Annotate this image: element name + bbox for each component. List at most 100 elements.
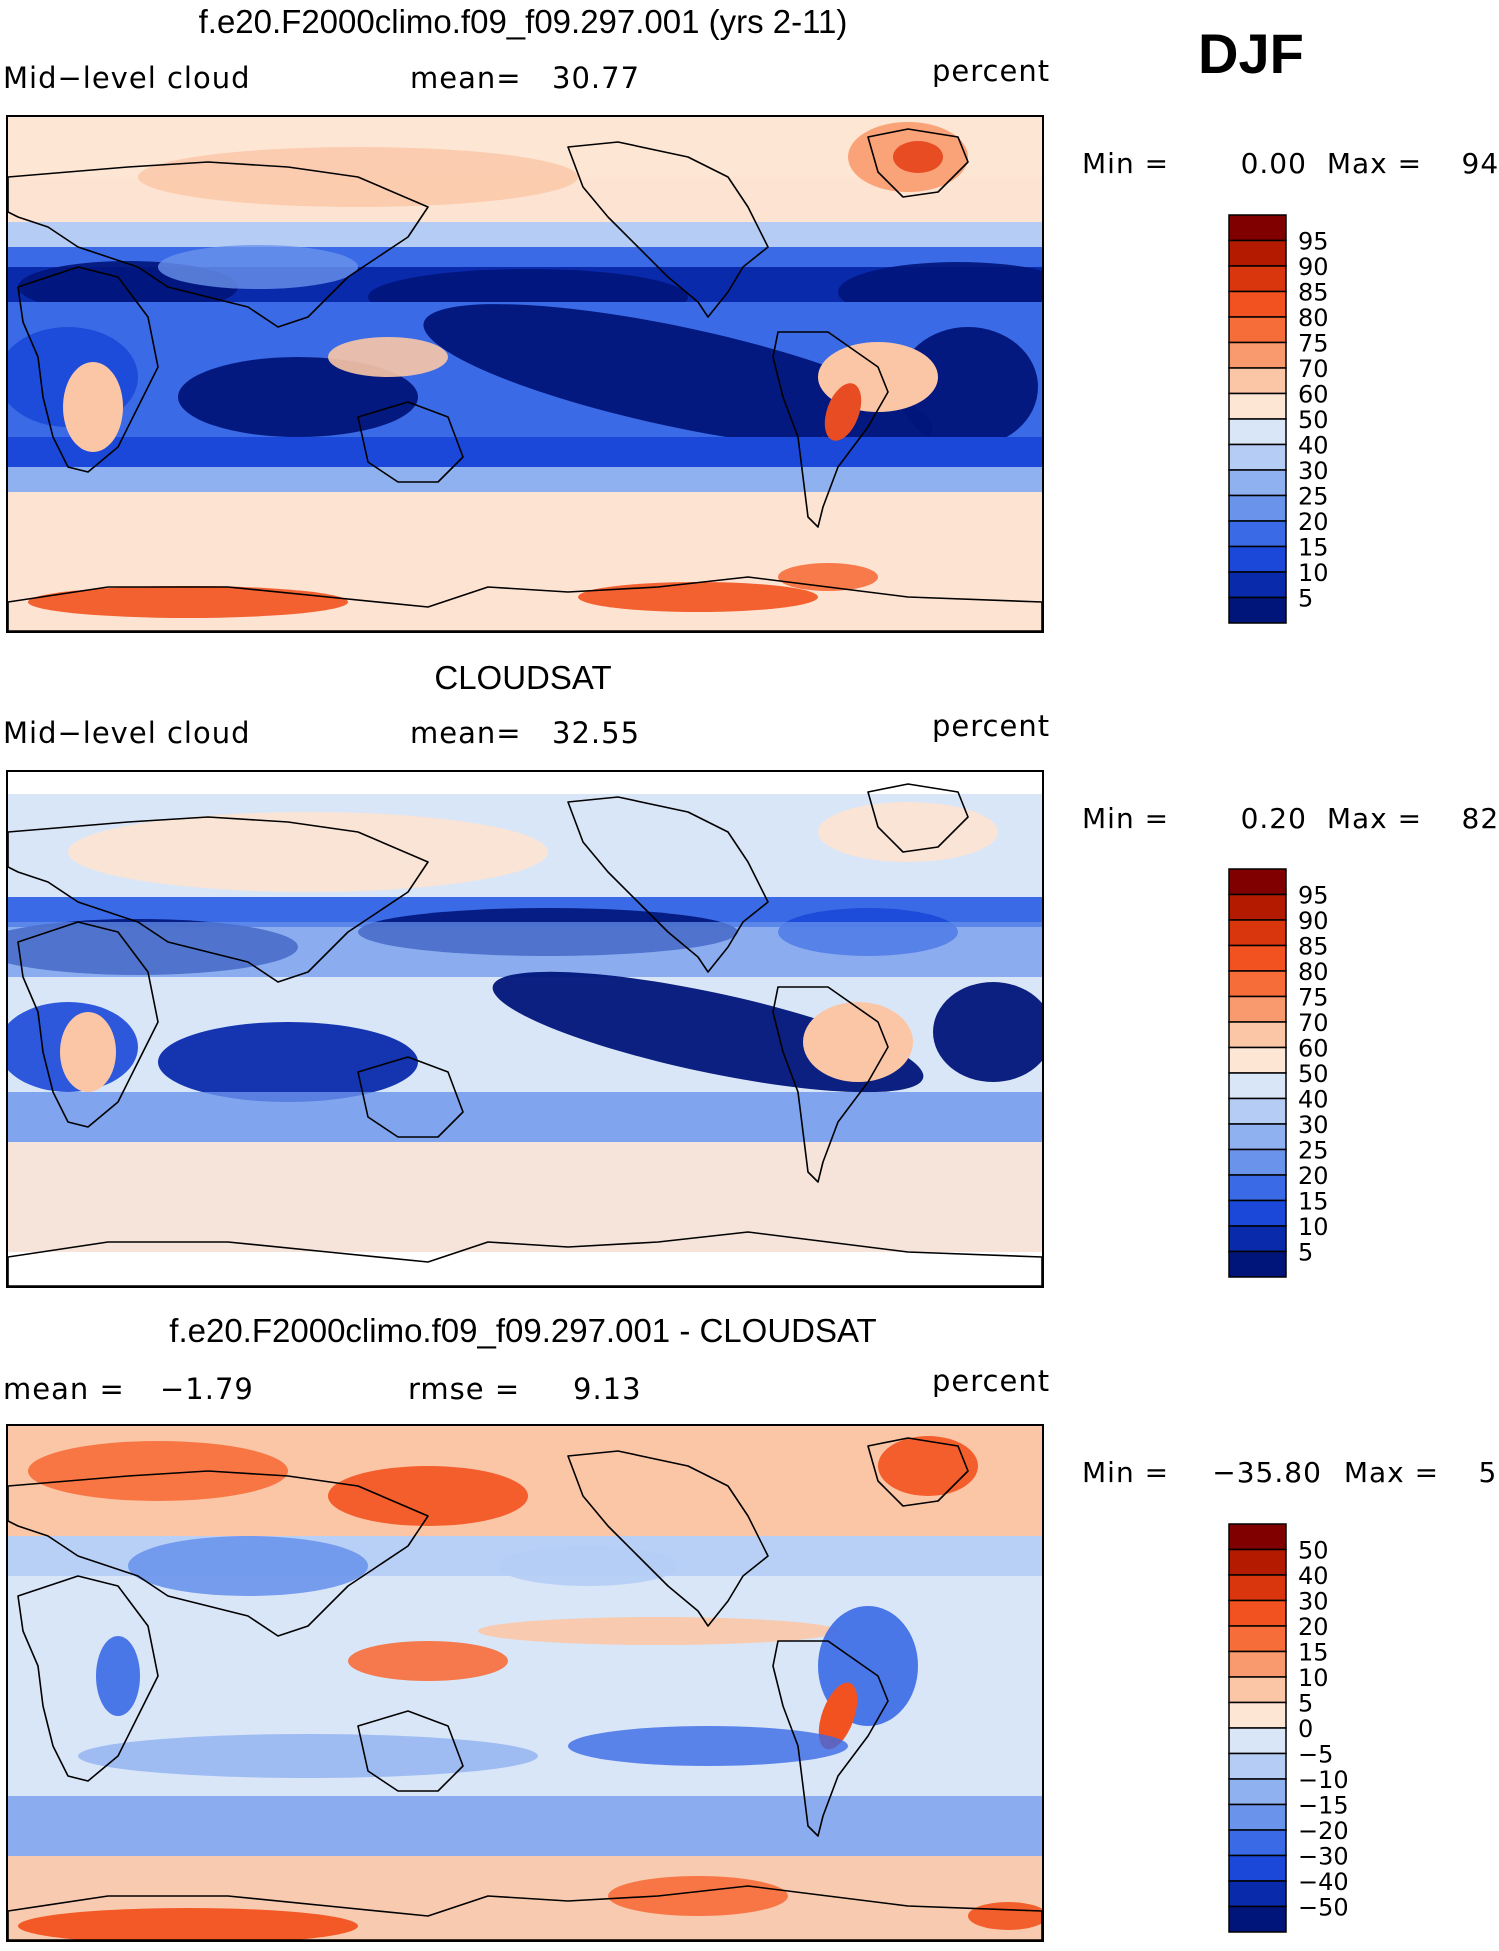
colorbar-level-label: 60 <box>1298 381 1329 409</box>
colorbar-box <box>1228 316 1287 344</box>
colorbar-level-label: 40 <box>1298 1562 1329 1590</box>
colorbar-box <box>1228 290 1287 318</box>
colorbar-box <box>1228 1097 1287 1125</box>
colorbar-level-label: −10 <box>1298 1766 1349 1794</box>
colorbar-level-label: −50 <box>1298 1894 1349 1922</box>
colorbar-box <box>1228 494 1287 522</box>
colorbar-level-label: 20 <box>1298 1162 1329 1190</box>
colorbar-box <box>1228 1225 1287 1253</box>
colorbar-level-label: −40 <box>1298 1868 1349 1896</box>
colorbar-box <box>1228 214 1287 242</box>
colorbar-box <box>1228 995 1287 1023</box>
panel-3-rmse-label: rmse = <box>408 1372 521 1406</box>
panel-1-map <box>6 115 1044 633</box>
colorbar-level-label: 30 <box>1298 457 1329 485</box>
colorbar-box <box>1228 1148 1287 1176</box>
colorbar-level-label: 75 <box>1298 330 1329 358</box>
colorbar-level-label: 40 <box>1298 1086 1329 1114</box>
panel-2-title: CLOUDSAT <box>434 659 612 696</box>
panel-3-map <box>6 1424 1044 1942</box>
colorbar-box <box>1228 893 1287 921</box>
colorbar-box <box>1228 1880 1287 1908</box>
colorbar-box <box>1228 1829 1287 1857</box>
colorbar-level-label: 95 <box>1298 228 1329 256</box>
colorbar-level-label: −15 <box>1298 1792 1349 1820</box>
panel-1-stats: Min = 0.00 Max = 94.45 <box>1082 147 1499 181</box>
colorbar-level-label: 30 <box>1298 1588 1329 1616</box>
colorbar-box <box>1228 1523 1287 1551</box>
panel-2-mean-label: mean= <box>410 716 522 750</box>
colorbar-level-label: 10 <box>1298 1213 1329 1241</box>
colorbar-box <box>1228 1752 1287 1780</box>
colorbar-box <box>1228 1174 1287 1202</box>
colorbar-level-label: 0 <box>1298 1715 1313 1743</box>
colorbar-box <box>1228 1599 1287 1627</box>
panel-2-min-label: Min = <box>1082 802 1170 835</box>
colorbar-level-label: 90 <box>1298 907 1329 935</box>
colorbar-level-label: 25 <box>1298 483 1329 511</box>
panel-3-title: f.e20.F2000climo.f09_f09.297.001 - CLOUD… <box>169 1312 877 1349</box>
colorbar-box <box>1228 1123 1287 1151</box>
panel-1-units: percent <box>932 54 1051 88</box>
colorbar-level-label: 15 <box>1298 534 1329 562</box>
panel-1-min-value: 0.00 <box>1240 147 1307 180</box>
panel-2-stats: Min = 0.20 Max = 82.44 <box>1082 802 1499 836</box>
colorbar-level-label: 15 <box>1298 1188 1329 1216</box>
panel-1-colorbar: 95 90 85 80 75 70 60 50 40 30 25 20 15 10 5 <box>1228 214 1359 625</box>
colorbar-box <box>1228 1199 1287 1227</box>
colorbar-box <box>1228 545 1287 573</box>
panel-2-min-value: 0.20 <box>1240 802 1307 835</box>
panel-1-min-label: Min = <box>1082 147 1170 180</box>
colorbar-level-label: 80 <box>1298 958 1329 986</box>
colorbar-box <box>1228 341 1287 369</box>
colorbar-level-label: 80 <box>1298 304 1329 332</box>
colorbar-box <box>1228 596 1287 624</box>
panel-1-mean-label: mean= <box>410 61 522 95</box>
colorbar-box <box>1228 443 1287 471</box>
panel-2-max-value: 82.44 <box>1461 802 1499 835</box>
panel-1-variable-label: Mid−level cloud <box>3 61 251 95</box>
colorbar-level-label: 20 <box>1298 1613 1329 1641</box>
colorbar-level-label: 30 <box>1298 1111 1329 1139</box>
colorbar-level-label: 40 <box>1298 432 1329 460</box>
colorbar-box <box>1228 1021 1287 1049</box>
panel-2-map <box>6 770 1044 1288</box>
colorbar-level-label: 10 <box>1298 1664 1329 1692</box>
colorbar-box <box>1228 469 1287 497</box>
colorbar-box <box>1228 1250 1287 1278</box>
colorbar-level-label: 90 <box>1298 253 1329 281</box>
colorbar-level-label: 50 <box>1298 1060 1329 1088</box>
panel-3-mean-label: mean = <box>3 1372 125 1406</box>
colorbar-box <box>1228 1778 1287 1806</box>
colorbar-box <box>1228 919 1287 947</box>
colorbar-box <box>1228 1803 1287 1831</box>
colorbar-level-label: 50 <box>1298 1537 1329 1565</box>
panel-1-title: f.e20.F2000climo.f09_f09.297.001 (yrs 2-… <box>198 3 848 40</box>
colorbar-level-label: 85 <box>1298 279 1329 307</box>
colorbar-box <box>1228 1701 1287 1729</box>
colorbar-level-label: 5 <box>1298 1239 1313 1267</box>
colorbar-level-label: 20 <box>1298 508 1329 536</box>
colorbar-box <box>1228 1548 1287 1576</box>
colorbar-level-label: −20 <box>1298 1817 1349 1845</box>
colorbar-level-label: 10 <box>1298 559 1329 587</box>
colorbar-box <box>1228 1650 1287 1678</box>
colorbar-box <box>1228 265 1287 293</box>
colorbar-box <box>1228 1676 1287 1704</box>
panel-3-max-label: Max = <box>1343 1456 1440 1489</box>
colorbar-level-label: 85 <box>1298 933 1329 961</box>
colorbar-box <box>1228 1072 1287 1100</box>
panel-3-colorbar: 50 40 30 20 15 10 5 0 −5 −10 −15 −20 −30 −40 −50 <box>1228 1523 1359 1934</box>
panel-3-min-label: Min = <box>1082 1456 1170 1489</box>
colorbar-level-label: 25 <box>1298 1137 1329 1165</box>
panel-2-units: percent <box>932 709 1051 743</box>
panel-1-max-value: 94.45 <box>1461 147 1499 180</box>
panel-3-stats: Min = −35.80 Max = 50.86 <box>1082 1456 1499 1490</box>
colorbar-box <box>1228 944 1287 972</box>
colorbar-box <box>1228 970 1287 998</box>
colorbar-box <box>1228 392 1287 420</box>
colorbar-level-label: −30 <box>1298 1843 1349 1871</box>
panel-2-max-label: Max = <box>1326 802 1423 835</box>
colorbar-level-label: 15 <box>1298 1639 1329 1667</box>
colorbar-box <box>1228 367 1287 395</box>
